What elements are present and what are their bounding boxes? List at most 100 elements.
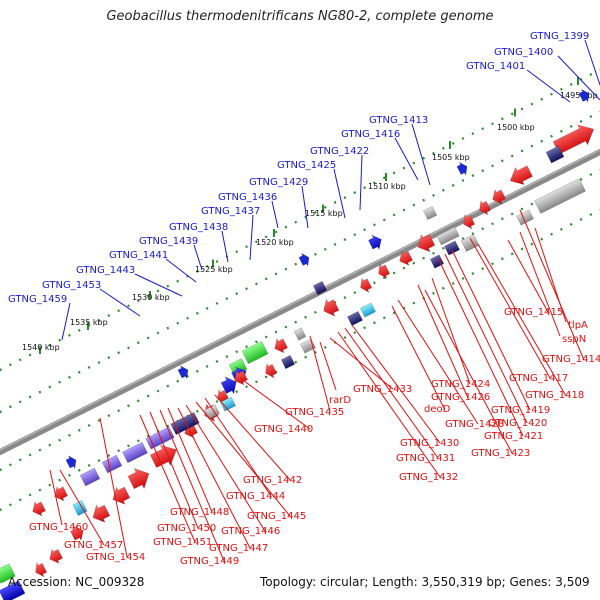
gene-arrow-shape xyxy=(368,234,382,251)
plus-gene-label: GTNG_1399 xyxy=(530,31,589,42)
minus-strand-gene xyxy=(293,327,307,341)
plus-strand-gene xyxy=(49,548,63,564)
plus-gene-label: GTNG_1436 xyxy=(218,192,277,203)
minus-gene-label: GTNG_1457 xyxy=(64,540,123,551)
gene-arrow-shape xyxy=(274,337,288,354)
gene-arrow-shape xyxy=(360,277,373,294)
minus-gene-label: GTNG_1423 xyxy=(471,448,530,459)
gene-arrow-shape xyxy=(456,161,468,176)
gene-arrow-shape xyxy=(417,233,436,253)
plus-gene-label-leader xyxy=(333,168,346,219)
plus-strand-small-gene xyxy=(177,365,189,380)
minus-gene-label-leader xyxy=(351,324,441,444)
tick-label: 1495 kbp xyxy=(560,91,598,100)
tick-label: 1520 kbp xyxy=(256,238,294,247)
plus-gene-label: GTNG_1443 xyxy=(76,265,135,276)
minus-gene-label-leader xyxy=(391,305,446,411)
plus-gene-label-leader xyxy=(411,123,431,186)
gene-arrow-shape xyxy=(509,165,533,186)
plus-gene-label: GTNG_1400 xyxy=(494,47,553,58)
minus-strand-gene xyxy=(220,396,236,412)
gene-arrow-shape xyxy=(127,467,150,490)
minus-gene-label-leader xyxy=(177,407,251,549)
gene-box-shape xyxy=(300,338,316,354)
plus-gene-label-leader xyxy=(99,288,141,317)
plus-strand-gene xyxy=(70,525,84,542)
gene-box-shape xyxy=(293,327,307,341)
gene-box-shape xyxy=(347,311,363,326)
tick-label: 1515 kbp xyxy=(305,209,343,218)
plus-strand-gene xyxy=(368,234,382,251)
minus-gene-label-leader xyxy=(49,469,63,526)
minus-gene-label: GTNG_1417 xyxy=(509,373,568,384)
gene-box-shape xyxy=(360,302,376,318)
plus-strand-gene xyxy=(552,124,595,155)
plus-gene-label: GTNG_1439 xyxy=(139,236,198,247)
plus-strand-gene xyxy=(463,213,476,230)
plus-strand-small-gene xyxy=(298,252,310,267)
plus-gene-label-leader xyxy=(557,55,600,101)
minus-strand-gene xyxy=(360,302,376,318)
minus-gene-label: GTNG_1446 xyxy=(221,526,280,537)
plus-strand-gene xyxy=(417,233,436,253)
gene-arrow-shape xyxy=(492,188,506,205)
gene-box-shape xyxy=(79,467,101,487)
plus-gene-label-leader xyxy=(359,154,363,211)
plus-gene-label: GTNG_1459 xyxy=(8,294,67,305)
plus-gene-label-leader xyxy=(165,258,197,283)
minus-gene-label-leader xyxy=(337,331,441,478)
tick-label: 1505 kbp xyxy=(432,153,470,162)
minus-strand-gene xyxy=(429,254,445,269)
minus-gene-label-leader xyxy=(507,239,549,313)
minus-gene-label-leader xyxy=(469,237,551,379)
plus-strand-gene xyxy=(274,337,288,354)
gene-arrow-shape xyxy=(265,362,278,379)
plus-gene-label: GTNG_1422 xyxy=(310,146,369,157)
minus-gene-label: GTNG_1430 xyxy=(400,438,459,449)
plus-gene-label-leader xyxy=(584,39,600,86)
plus-strand-gene xyxy=(149,444,177,468)
tick-label: 1525 kbp xyxy=(195,265,233,274)
plus-gene-label-leader xyxy=(526,69,571,103)
minus-strand-gene xyxy=(534,178,586,214)
gene-arrow-shape xyxy=(112,486,131,505)
minus-gene-label: GTNG_1444 xyxy=(226,491,285,502)
plus-strand-gene xyxy=(127,467,150,490)
minus-gene-label: GTNG_1442 xyxy=(243,475,302,486)
minus-gene-label-leader xyxy=(431,277,471,385)
minus-gene-label: GTNG_1445 xyxy=(247,511,306,522)
minus-gene-label: GTNG_1460 xyxy=(29,522,88,533)
minus-strand-gene xyxy=(300,338,316,354)
minus-gene-label: GTNG_1448 xyxy=(170,507,229,518)
gene-arrow-shape xyxy=(298,252,310,267)
genome-summary-text: Topology: circular; Length: 3,550,319 bp… xyxy=(260,575,590,589)
plus-gene-label-leader xyxy=(394,137,419,181)
minus-gene-label: rarD xyxy=(329,395,351,406)
plus-gene-label-leader xyxy=(134,273,183,297)
minus-strand-gene xyxy=(444,240,460,256)
minus-gene-label-leader xyxy=(149,411,199,529)
minus-strand-gene xyxy=(32,500,46,517)
plus-gene-label-leader xyxy=(193,244,203,271)
minus-strand-gene xyxy=(280,354,296,370)
gene-box-shape xyxy=(241,340,269,365)
plus-strand-gene xyxy=(92,504,111,523)
minus-gene-label: GTNG_1428 xyxy=(445,419,504,430)
minus-gene-label: GTNG_1432 xyxy=(399,472,458,483)
minus-gene-label-leader xyxy=(139,414,196,543)
plus-strand-gene xyxy=(436,226,460,246)
minus-gene-label: GTNG_1451 xyxy=(153,537,212,548)
accession-text: Accession: NC_009328 xyxy=(8,575,145,589)
gene-box-shape xyxy=(422,205,438,221)
genome-title: Geobacillus thermodenitrificans NG80-2, … xyxy=(106,9,494,24)
minus-strand-gene xyxy=(516,209,534,226)
minus-gene-label-leader xyxy=(444,253,528,424)
tick-label: 1500 kbp xyxy=(497,123,535,132)
plus-strand-gene xyxy=(492,188,506,205)
minus-gene-label-leader xyxy=(519,231,561,337)
gene-arrow-shape xyxy=(35,561,48,578)
minus-strand-gene xyxy=(101,454,123,474)
gene-box-shape xyxy=(534,178,586,214)
plus-strand-small-gene xyxy=(578,88,590,103)
